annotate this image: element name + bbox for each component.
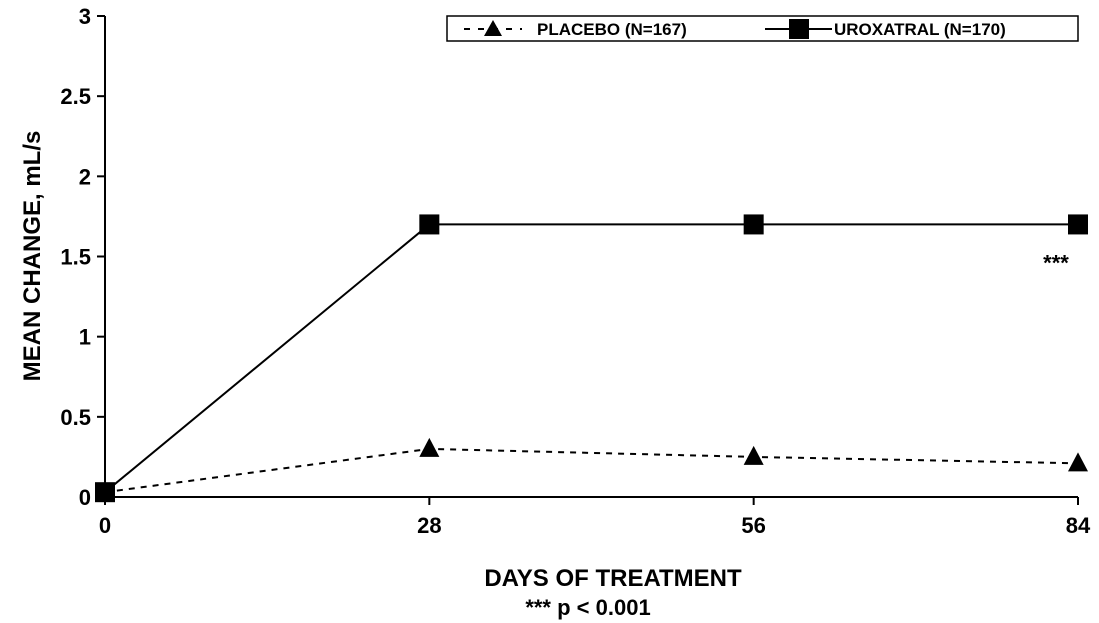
y-tick-label: 1 xyxy=(79,325,91,350)
x-tick-label: 28 xyxy=(417,513,441,538)
y-tick-label: 1.5 xyxy=(60,245,91,270)
point-placebo xyxy=(743,445,764,465)
y-tick-label: 2 xyxy=(79,164,91,189)
x-tick-label: 0 xyxy=(99,513,111,538)
y-tick-label: 3 xyxy=(79,4,91,29)
point-uroxatral xyxy=(419,214,440,235)
point-uroxatral xyxy=(743,214,764,235)
y-tick-label: 0.5 xyxy=(60,405,91,430)
point-placebo xyxy=(1068,452,1088,472)
y-ticks: 0 0.5 1 1.5 2 2.5 3 xyxy=(60,4,105,510)
legend-uroxatral-square-icon xyxy=(789,19,809,39)
significance-marker: *** xyxy=(1043,250,1069,275)
legend-placebo-triangle-icon xyxy=(484,20,502,36)
legend-placebo-label: PLACEBO (N=167) xyxy=(537,20,687,39)
series-layer xyxy=(95,214,1088,503)
x-tick-label: 84 xyxy=(1066,513,1091,538)
x-tick-label: 56 xyxy=(741,513,765,538)
x-ticks: 0 28 56 84 xyxy=(99,497,1091,538)
legend: PLACEBO (N=167) UROXATRAL (N=170) xyxy=(446,15,1079,42)
legend-uroxatral-label: UROXATRAL (N=170) xyxy=(834,20,1006,39)
point-uroxatral xyxy=(1068,214,1088,235)
point-uroxatral xyxy=(95,482,115,503)
series-line-placebo xyxy=(104,447,1079,494)
series-line-uroxatral xyxy=(104,223,1078,493)
legend-box xyxy=(446,15,1079,42)
annotation-layer: *** xyxy=(1043,250,1069,275)
point-placebo xyxy=(419,437,440,457)
y-axis-title: MEAN CHANGE, mL/s xyxy=(19,131,46,382)
x-axis-title: DAYS OF TREATMENT xyxy=(484,565,742,592)
y-tick-label: 2.5 xyxy=(60,84,91,109)
y-tick-label: 0 xyxy=(79,485,91,510)
p-value-footnote: *** p < 0.001 xyxy=(525,595,650,620)
